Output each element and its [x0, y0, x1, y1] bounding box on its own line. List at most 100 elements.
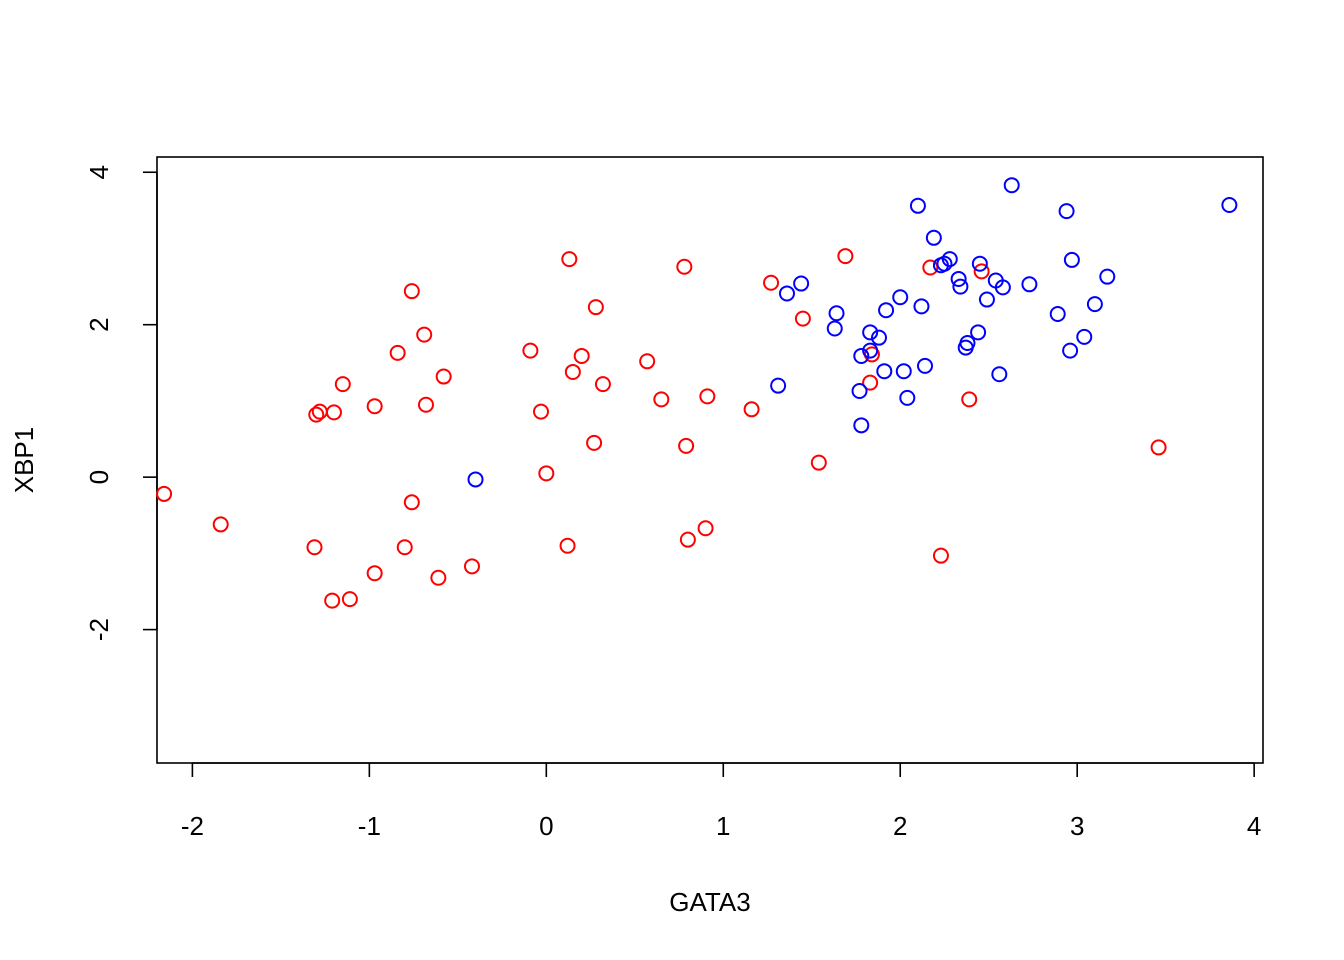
y-axis: -2 0 2 4	[84, 165, 158, 641]
data-point	[1150, 439, 1167, 456]
y-axis-label: XBP1	[9, 427, 39, 494]
data-point	[639, 353, 656, 370]
data-point	[325, 404, 342, 421]
data-point	[862, 324, 879, 341]
y-tick-label: 4	[84, 165, 114, 179]
data-point	[878, 302, 895, 319]
data-point	[778, 285, 795, 302]
data-point	[403, 494, 420, 511]
data-point	[828, 305, 845, 322]
data-point	[417, 396, 434, 413]
data-point	[389, 344, 406, 361]
data-point	[311, 403, 328, 420]
data-point	[679, 531, 696, 548]
data-point	[862, 342, 879, 359]
data-points	[156, 177, 1238, 609]
data-point	[697, 520, 714, 537]
data-point	[324, 592, 341, 609]
data-point	[1062, 342, 1079, 359]
x-tick-label: 4	[1247, 811, 1261, 841]
data-point	[564, 363, 581, 380]
data-point	[463, 558, 480, 575]
data-point	[1003, 177, 1020, 194]
data-point	[1049, 306, 1066, 323]
data-point	[909, 197, 926, 214]
data-point	[895, 363, 912, 380]
data-point	[922, 259, 939, 276]
data-point	[156, 485, 173, 502]
data-point	[676, 258, 693, 275]
y-tick-label: 2	[84, 317, 114, 331]
data-point	[416, 326, 433, 343]
data-point	[743, 401, 760, 418]
x-tick-label: 0	[539, 811, 553, 841]
data-point	[467, 471, 484, 488]
data-point	[403, 283, 420, 300]
data-point	[851, 383, 868, 400]
data-point	[853, 417, 870, 434]
data-point	[770, 377, 787, 394]
data-point	[973, 263, 990, 280]
data-point	[699, 388, 716, 405]
data-point	[1058, 203, 1075, 220]
data-point	[306, 539, 323, 556]
y-tick-label: 0	[84, 470, 114, 484]
data-point	[559, 537, 576, 554]
data-point	[936, 255, 953, 272]
data-point	[971, 255, 988, 272]
data-point	[950, 270, 967, 287]
data-point	[763, 274, 780, 291]
data-point	[1086, 296, 1103, 313]
data-point	[366, 565, 383, 582]
data-point	[522, 342, 539, 359]
data-point	[1021, 276, 1038, 293]
data-point	[826, 320, 843, 337]
data-point	[308, 406, 325, 423]
data-point	[1063, 251, 1080, 268]
x-tick-label: 3	[1070, 811, 1084, 841]
x-tick-label: 1	[716, 811, 730, 841]
data-point	[653, 391, 670, 408]
data-point	[594, 376, 611, 393]
data-point	[925, 229, 942, 246]
data-point	[941, 251, 958, 268]
x-axis-label: GATA3	[669, 887, 750, 917]
data-point	[212, 516, 229, 533]
y-tick-label: -2	[84, 618, 114, 641]
data-point	[1221, 197, 1238, 214]
data-point	[533, 403, 550, 420]
data-point	[810, 454, 827, 471]
x-axis: -2 -1 0 1 2 3 4	[181, 762, 1261, 841]
data-point	[994, 279, 1011, 296]
data-point	[573, 347, 590, 364]
data-point	[870, 329, 887, 346]
data-point	[430, 569, 447, 586]
data-point	[1076, 328, 1093, 345]
data-point	[970, 324, 987, 341]
x-tick-label: -2	[181, 811, 204, 841]
data-point	[794, 310, 811, 327]
data-point	[932, 547, 949, 564]
data-point	[561, 251, 578, 268]
plot-frame	[156, 156, 1264, 764]
data-point	[991, 366, 1008, 383]
data-point	[913, 298, 930, 315]
data-point	[334, 376, 351, 393]
data-point	[396, 539, 413, 556]
x-tick-label: 2	[893, 811, 907, 841]
data-point	[952, 278, 969, 295]
x-tick-label: -1	[358, 811, 381, 841]
data-point	[341, 591, 358, 608]
data-point	[862, 374, 879, 391]
data-point	[959, 334, 976, 351]
data-point	[366, 398, 383, 415]
data-point	[978, 291, 995, 308]
data-point	[793, 275, 810, 292]
data-point	[587, 299, 604, 316]
data-point	[586, 434, 603, 451]
data-point	[853, 347, 870, 364]
data-point	[917, 357, 934, 374]
data-point	[899, 389, 916, 406]
data-point	[1099, 268, 1116, 285]
